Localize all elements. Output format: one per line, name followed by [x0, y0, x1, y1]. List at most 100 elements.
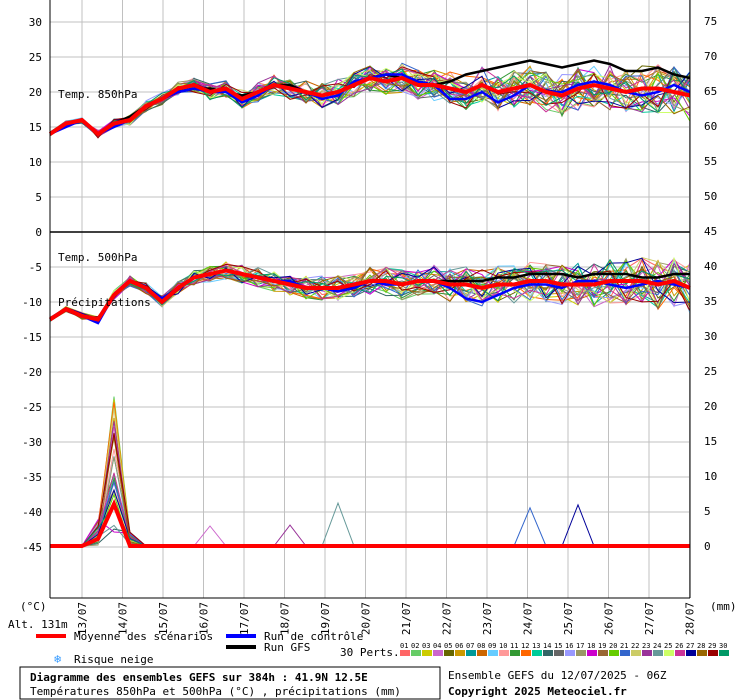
- pert-legend-swatch: [565, 650, 575, 656]
- left-tick-label: -30: [22, 436, 42, 449]
- x-tick-label: 26/07: [603, 602, 616, 635]
- pert-legend-number: 14: [543, 642, 551, 650]
- label-precip: Précipitations: [58, 296, 151, 309]
- right-tick-label: 10: [704, 470, 717, 483]
- mean-precip-line: [50, 498, 690, 548]
- left-tick-label: 20: [29, 86, 42, 99]
- left-tick-label: 10: [29, 156, 42, 169]
- pert-legend-number: 15: [554, 642, 562, 650]
- pert-legend-number: 01: [400, 642, 408, 650]
- footer-copyright: Copyright 2025 Meteociel.fr: [448, 685, 627, 698]
- pert-legend-swatch: [664, 650, 674, 656]
- pert-legend-number: 06: [455, 642, 463, 650]
- right-tick-label: 20: [704, 400, 717, 413]
- left-tick-label: -40: [22, 506, 42, 519]
- pert-legend-number: 03: [422, 642, 430, 650]
- label-t500: Temp. 500hPa: [58, 251, 137, 264]
- legend-control-label: Run de contrôle: [264, 630, 363, 643]
- left-tick-label: -5: [29, 261, 42, 274]
- pert-legend-swatch: [653, 650, 663, 656]
- pert-legend-swatch: [708, 650, 718, 656]
- x-tick-label: 18/07: [279, 602, 292, 635]
- right-tick-label: 25: [704, 365, 717, 378]
- pert-legend-swatch: [697, 650, 707, 656]
- left-tick-label: -25: [22, 401, 42, 414]
- pert-legend-number: 26: [675, 642, 683, 650]
- pert-legend-swatch: [400, 650, 410, 656]
- pert-legend-swatch: [466, 650, 476, 656]
- right-tick-label: 35: [704, 295, 717, 308]
- mean-t500-line: [48, 268, 691, 322]
- pert-legend-swatch: [631, 650, 641, 656]
- pert-legend-swatch: [488, 650, 498, 656]
- right-tick-label: 55: [704, 155, 717, 168]
- x-tick-label: 21/07: [400, 602, 413, 635]
- pert-legend-swatch: [675, 650, 685, 656]
- pert-legend-swatch: [510, 650, 520, 656]
- pert-legend-number: 19: [598, 642, 606, 650]
- pert-legend-number: 20: [609, 642, 617, 650]
- x-tick-label: 22/07: [441, 602, 454, 635]
- pert-legend-swatch: [411, 650, 421, 656]
- pert-legend-swatch: [719, 650, 729, 656]
- pert-legend-swatch: [598, 650, 608, 656]
- pert-legend-number: 22: [631, 642, 639, 650]
- pert-legend-number: 30: [719, 642, 727, 650]
- unit-left: (°C): [20, 600, 47, 613]
- x-tick-label: 25/07: [562, 602, 575, 635]
- left-tick-label: 25: [29, 51, 42, 64]
- pert-legend-swatch: [620, 650, 630, 656]
- right-tick-label: 30: [704, 330, 717, 343]
- left-tick-label: 15: [29, 121, 42, 134]
- pert-legend-swatch: [576, 650, 586, 656]
- pert-legend-swatch: [642, 650, 652, 656]
- pert-legend-swatch: [499, 650, 509, 656]
- x-tick-label: 14/07: [117, 602, 130, 635]
- altitude: Alt. 131m: [8, 618, 68, 631]
- right-tick-label: 65: [704, 85, 717, 98]
- x-tick-label: 15/07: [157, 602, 170, 635]
- x-tick-label: 13/07: [76, 602, 89, 635]
- pert-legend-number: 05: [444, 642, 452, 650]
- footer-subtitle: Températures 850hPa et 500hPa (°C) , pré…: [30, 685, 401, 698]
- main-series: [48, 59, 691, 548]
- pert-legend-swatch: [521, 650, 531, 656]
- left-tick-label: -20: [22, 366, 42, 379]
- legend-mean-label: Moyenne des scénarios: [74, 630, 213, 643]
- left-tick-label: 5: [35, 191, 42, 204]
- pert-legend-swatch: [609, 650, 619, 656]
- pert-legend-number: 16: [565, 642, 573, 650]
- x-tick-label: 23/07: [481, 602, 494, 635]
- left-tick-label: 30: [29, 16, 42, 29]
- right-tick-label: 60: [704, 120, 717, 133]
- label-t850: Temp. 850hPa: [58, 88, 137, 101]
- pert-legend-number: 29: [708, 642, 716, 650]
- footer-title: Diagramme des ensembles GEFS sur 384h : …: [30, 671, 368, 684]
- pert-legend-number: 28: [697, 642, 705, 650]
- right-tick-label: 70: [704, 50, 717, 63]
- pert-legend-number: 12: [521, 642, 529, 650]
- right-tick-label: 5: [704, 505, 711, 518]
- right-tick-label: 40: [704, 260, 717, 273]
- pert-legend-swatch: [554, 650, 564, 656]
- right-tick-label: 15: [704, 435, 717, 448]
- pert-legend-number: 23: [642, 642, 650, 650]
- left-tick-label: -15: [22, 331, 42, 344]
- pert-legend-number: 18: [587, 642, 595, 650]
- pert-legend-swatch: [587, 650, 597, 656]
- right-tick-label: 45: [704, 225, 717, 238]
- left-tick-label: -35: [22, 471, 42, 484]
- pert-legend-number: 17: [576, 642, 584, 650]
- footer-box: [19, 666, 441, 700]
- x-tick-label: 20/07: [360, 602, 373, 635]
- right-tick-label: 50: [704, 190, 717, 203]
- pert-legend-swatch: [532, 650, 542, 656]
- left-tick-label: 0: [35, 226, 42, 239]
- right-tick-label: 75: [704, 15, 717, 28]
- mean-t850-line: [48, 75, 691, 137]
- pert-legend-number: 13: [532, 642, 540, 650]
- footer-run: Ensemble GEFS du 12/07/2025 - 06Z: [448, 669, 667, 682]
- pert-legend-number: 04: [433, 642, 441, 650]
- pert-legend: 01 02 03 04 05 06 07 08 09 10 11 12 13 14 15 16 17 18 19 20…: [400, 642, 729, 656]
